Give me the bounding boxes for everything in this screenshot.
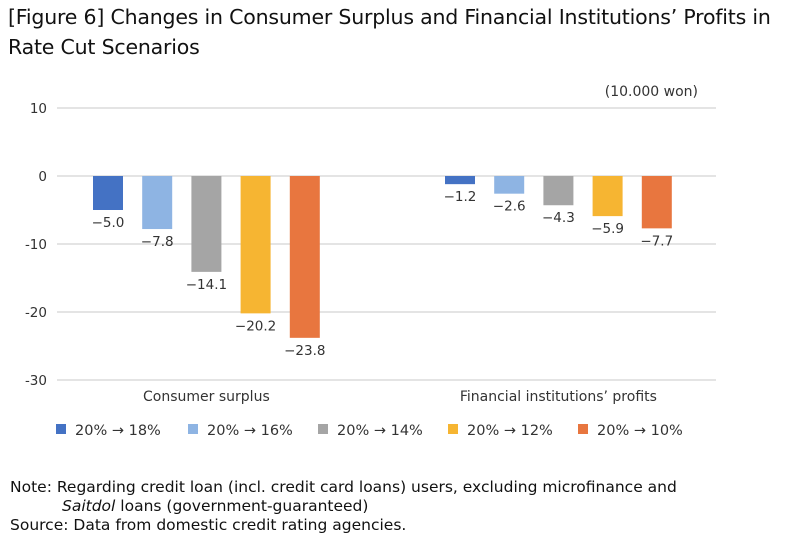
y-tick-label: -20 bbox=[25, 305, 47, 321]
note-italic-term: Saitdol bbox=[62, 497, 116, 515]
y-tick-label: 0 bbox=[38, 169, 47, 185]
bar bbox=[289, 176, 320, 338]
data-label: −7.7 bbox=[640, 233, 673, 249]
legend-label: 20% → 18% bbox=[75, 423, 161, 439]
x-category-label: Consumer surplus bbox=[143, 389, 270, 405]
data-label: −5.9 bbox=[591, 221, 624, 237]
source-line: Source: Data from domestic credit rating… bbox=[10, 516, 407, 534]
data-label: −7.8 bbox=[141, 234, 174, 250]
legend-label: 20% → 14% bbox=[337, 423, 423, 439]
bar bbox=[641, 176, 672, 229]
legend-swatch bbox=[448, 424, 458, 434]
bar bbox=[592, 176, 623, 217]
data-label: −23.8 bbox=[284, 343, 325, 359]
data-label: −4.3 bbox=[542, 210, 575, 226]
data-label: −14.1 bbox=[186, 277, 227, 293]
bar bbox=[494, 176, 525, 194]
legend-swatch bbox=[318, 424, 328, 434]
legend-label: 20% → 10% bbox=[597, 423, 683, 439]
note-line-continued: Saitdol loans (government-guaranteed) bbox=[10, 497, 800, 516]
bar bbox=[240, 176, 271, 314]
figure-title-line2: Rate Cut Scenarios bbox=[8, 35, 200, 59]
y-tick-label: 10 bbox=[30, 101, 47, 117]
bar bbox=[142, 176, 173, 230]
bar-chart: 10 0 -10 -20 -30 (10.000 won) −5.0 −7.8 −14.1 −20… bbox=[25, 84, 716, 439]
unit-label: (10.000 won) bbox=[605, 84, 698, 100]
bar bbox=[445, 176, 475, 185]
y-tick-label: -30 bbox=[25, 373, 47, 389]
data-label: −1.2 bbox=[444, 189, 477, 205]
legend-label: 20% → 12% bbox=[467, 423, 553, 439]
legend-swatch bbox=[188, 424, 198, 434]
note-text: Note: Regarding credit loan (incl. credi… bbox=[10, 478, 677, 496]
legend-label: 20% → 16% bbox=[207, 423, 293, 439]
x-category-label: Financial institutions’ profits bbox=[460, 389, 657, 405]
bar bbox=[191, 176, 222, 272]
bar bbox=[93, 176, 123, 210]
data-label: −5.0 bbox=[92, 215, 125, 231]
figure-title: [Figure 6] Changes in Consumer Surplus a… bbox=[8, 2, 808, 62]
legend-swatch bbox=[56, 424, 66, 434]
y-tick-label: -10 bbox=[25, 237, 47, 253]
note-text-continued: loans (government-guaranteed) bbox=[115, 497, 369, 515]
data-label: −2.6 bbox=[493, 199, 526, 215]
data-label: −20.2 bbox=[235, 318, 276, 334]
note-line: Note: Regarding credit loan (incl. credi… bbox=[10, 478, 800, 497]
legend-swatch bbox=[578, 424, 588, 434]
figure-title-line1: [Figure 6] Changes in Consumer Surplus a… bbox=[8, 5, 771, 29]
bar bbox=[543, 176, 574, 206]
note-block: Note: Regarding credit loan (incl. credi… bbox=[10, 478, 800, 535]
